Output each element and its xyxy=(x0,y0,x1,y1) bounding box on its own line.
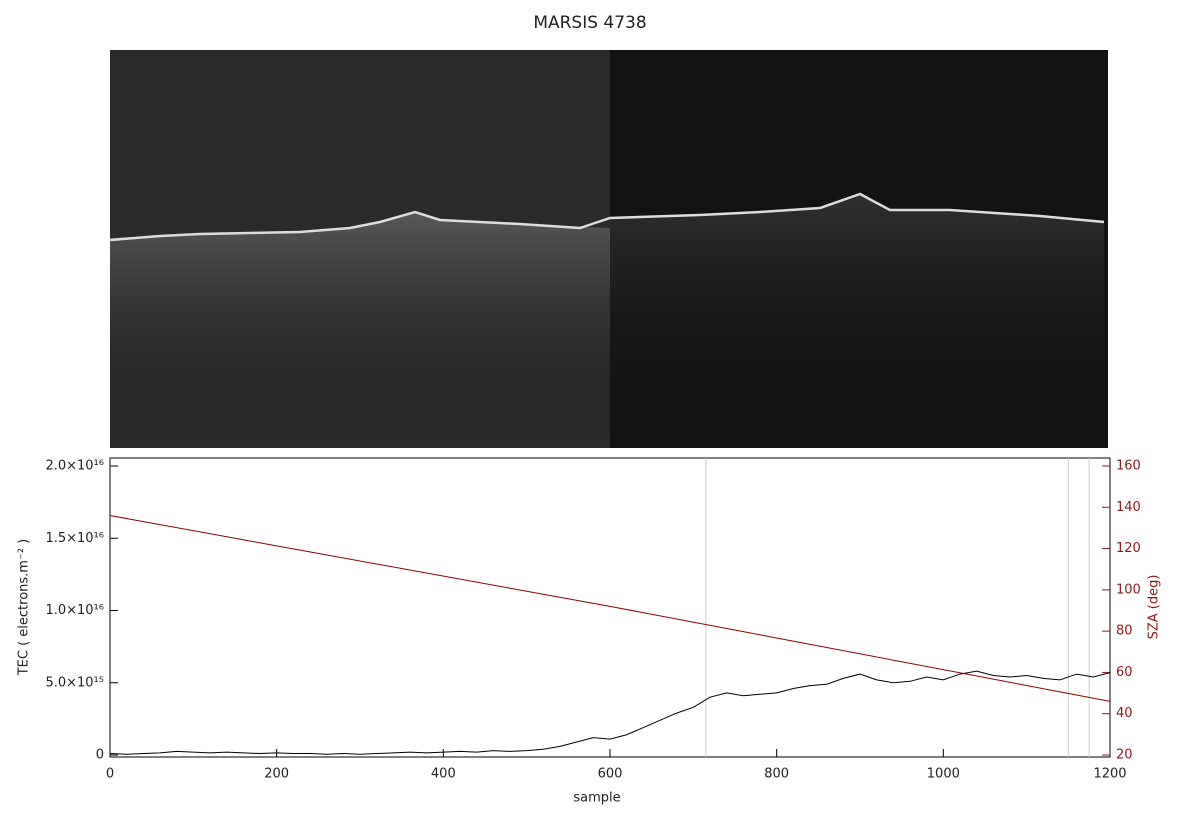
x-tick-label: 200 xyxy=(264,767,289,782)
y2-tick-label: 60 xyxy=(1116,665,1133,680)
y2-axis-label: SZA (deg) xyxy=(1147,575,1162,640)
y-axis-label: TEC ( electrons.m⁻² ) xyxy=(17,539,32,677)
x-tick-label: 1200 xyxy=(1093,767,1126,782)
x-tick-label: 0 xyxy=(106,767,114,782)
y2-tick-label: 100 xyxy=(1116,582,1141,597)
x-tick-label: 400 xyxy=(431,767,456,782)
series-line xyxy=(109,670,1111,755)
chart-title: MARSIS 4738 xyxy=(533,13,646,33)
y-tick-label: 1.5×10¹⁶ xyxy=(45,531,104,546)
y2-tick-label: 80 xyxy=(1116,624,1133,639)
y2-tick-label: 140 xyxy=(1116,500,1141,515)
x-axis-label: sample xyxy=(573,791,620,806)
x-tick-label: 800 xyxy=(764,767,789,782)
plot-frame xyxy=(109,457,1111,758)
y-tick-label: 2.0×10¹⁶ xyxy=(45,459,104,474)
x-tick-label: 600 xyxy=(598,767,623,782)
y2-tick-label: 20 xyxy=(1116,748,1133,763)
series-line xyxy=(109,515,1111,702)
y-tick-label: 1.0×10¹⁶ xyxy=(45,603,104,618)
y-tick-label: 0 xyxy=(96,748,104,763)
y2-tick-label: 120 xyxy=(1116,541,1141,556)
y2-tick-label: 40 xyxy=(1116,706,1133,721)
y-tick-label: 5.0×10¹⁵ xyxy=(45,675,104,690)
radargram xyxy=(109,50,1108,448)
x-tick-label: 1000 xyxy=(927,767,960,782)
y2-tick-label: 160 xyxy=(1116,459,1141,474)
